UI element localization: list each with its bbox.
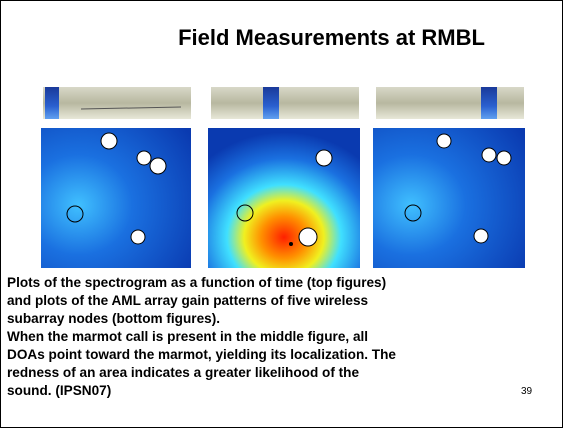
caption-line: and plots of the AML array gain patterns… [7,292,527,310]
caption: Plots of the spectrogram as a function o… [7,274,527,400]
caption-line: Plots of the spectrogram as a function o… [7,274,527,292]
caption-line: subarray nodes (bottom figures). [7,310,527,328]
slide-title: Field Measurements at RMBL [1,25,562,51]
panel-right [373,87,525,268]
caption-line: When the marmot call is present in the m… [7,328,527,346]
caption-line: sound. (IPSN07) [7,382,527,400]
slide: Field Measurements at RMBL Plots of the … [0,0,563,428]
caption-line: DOAs point toward the marmot, yielding i… [7,346,527,364]
page-number: 39 [521,386,532,397]
panel-left [41,87,191,268]
caption-line: redness of an area indicates a greater l… [7,364,527,382]
panel-middle [208,87,360,268]
